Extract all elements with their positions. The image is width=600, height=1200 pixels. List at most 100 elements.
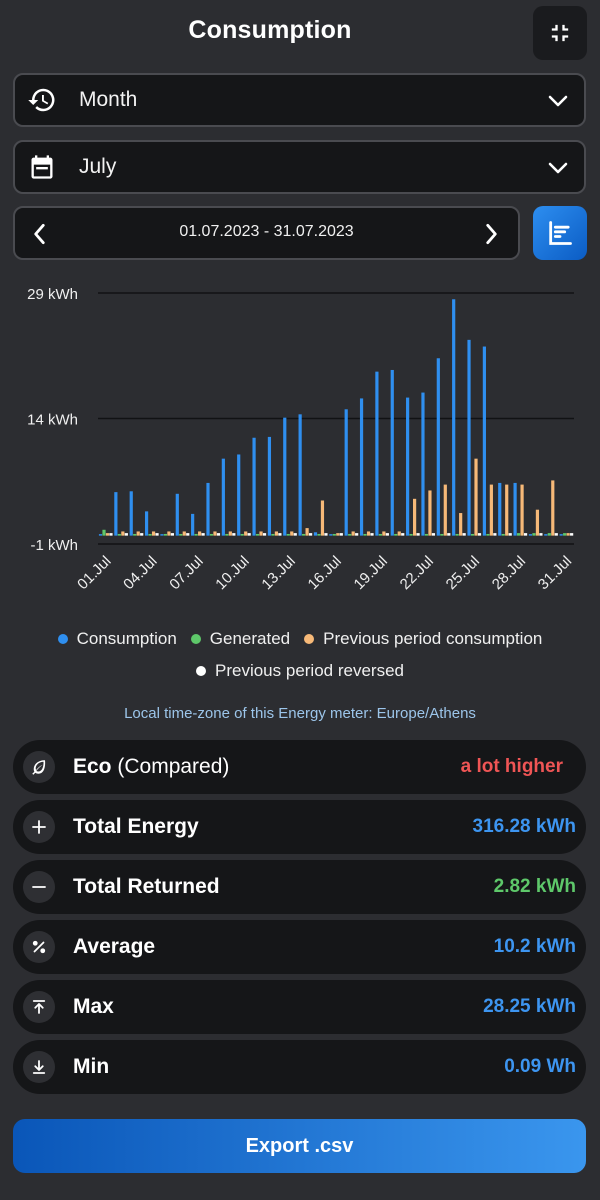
bar-consumption: [206, 482, 210, 536]
legend-item-generated[interactable]: Generated: [190, 629, 290, 649]
legend-item-consumption[interactable]: Consumption: [57, 629, 177, 649]
chevron-right-icon[interactable]: [478, 221, 504, 247]
bar-generated: [209, 533, 214, 536]
bar-previous-period-consumption: [443, 484, 447, 536]
plus-icon: [23, 811, 55, 843]
bar-previous-period-consumption: [412, 498, 417, 536]
bar-generated: [455, 533, 459, 536]
bar-generated: [486, 533, 490, 536]
bar-previous-period-reversed: [416, 533, 420, 536]
bar-previous-period-consumption: [366, 531, 371, 536]
bar-generated: [255, 533, 260, 536]
legend-item-previous-reversed[interactable]: Previous period reversed: [196, 661, 404, 681]
page-title: Consumption: [188, 16, 352, 44]
bar-generated: [225, 533, 229, 536]
period-select[interactable]: Month: [13, 73, 586, 127]
date-range-navigator: 01.07.2023 - 31.07.2023: [13, 206, 520, 260]
export-csv-button[interactable]: Export .csv: [13, 1119, 586, 1173]
bar-generated: [363, 533, 367, 536]
bar-previous-period-reversed: [493, 533, 497, 536]
bar-previous-period-reversed: [293, 533, 297, 536]
legend-label: Consumption: [76, 629, 177, 648]
bar-previous-period-consumption: [320, 500, 325, 536]
stat-label: Max: [73, 995, 114, 1018]
chart-type-button[interactable]: [533, 206, 587, 260]
bar-generated: [117, 533, 121, 536]
bar-consumption: [467, 339, 471, 536]
period-select-value: Month: [79, 88, 138, 111]
bar-consumption: [482, 346, 486, 536]
bar-previous-period-consumption: [151, 531, 156, 536]
legend-dot: [57, 634, 68, 644]
bar-consumption: [559, 534, 563, 536]
bar-previous-period-reversed: [124, 533, 128, 536]
bar-generated: [440, 533, 444, 536]
bar-consumption: [144, 511, 149, 536]
bar-previous-period-reversed: [262, 533, 267, 536]
bar-consumption: [390, 369, 394, 536]
month-select[interactable]: July: [13, 140, 586, 194]
x-tick-label: 28.Jul: [489, 553, 529, 593]
bar-generated: [547, 533, 551, 536]
bar-previous-period-consumption: [259, 531, 263, 536]
bar-generated: [332, 533, 336, 536]
bar-previous-period-reversed: [232, 533, 236, 536]
bar-previous-period-consumption: [228, 531, 232, 536]
bar-previous-period-reversed: [508, 533, 512, 536]
stat-value: 28.25 kWh: [483, 996, 576, 1017]
bar-generated: [302, 533, 306, 536]
bar-consumption: [528, 534, 533, 536]
bar-consumption: [436, 358, 440, 536]
stat-value: 10.2 kWh: [493, 936, 576, 957]
bar-consumption: [114, 492, 118, 536]
stat-label: Total Returned: [73, 875, 220, 898]
bar-previous-period-consumption: [105, 533, 110, 536]
bar-previous-period-reversed: [523, 533, 528, 536]
bar-consumption: [406, 397, 410, 536]
collapse-button[interactable]: [533, 6, 587, 60]
legend-item-previous-consumption[interactable]: Previous period consumption: [304, 629, 542, 649]
legend-label: Previous period reversed: [215, 661, 404, 680]
month-select-value: July: [79, 155, 117, 178]
bar-previous-period-reversed: [385, 533, 389, 536]
bar-consumption: [359, 398, 364, 536]
bar-generated: [378, 533, 382, 536]
stat-total-returned: Total Returned 2.82 kWh: [13, 860, 586, 914]
bar-previous-period-consumption: [489, 484, 493, 536]
bar-previous-period-consumption: [535, 509, 540, 536]
bar-consumption: [513, 482, 517, 536]
date-range-text: 01.07.2023 - 31.07.2023: [179, 223, 354, 240]
y-tick-label: 14 kWh: [27, 412, 78, 429]
bar-previous-period-reversed: [155, 533, 159, 536]
legend-dot: [196, 666, 206, 676]
x-tick-label: 22.Jul: [397, 553, 437, 593]
bar-previous-period-consumption: [520, 484, 524, 536]
bar-consumption: [375, 371, 379, 536]
bar-consumption: [252, 437, 256, 536]
y-tick-label: -1 kWh: [30, 537, 78, 554]
bar-consumption: [452, 299, 456, 536]
bar-generated: [563, 533, 567, 536]
bar-consumption: [421, 392, 425, 536]
chevron-left-icon[interactable]: [27, 221, 53, 247]
bar-previous-period-reversed: [170, 533, 174, 536]
stat-value: 316.28 kWh: [472, 816, 577, 837]
bar-consumption: [498, 482, 502, 536]
x-tick-label: 16.Jul: [305, 553, 345, 593]
stat-total-energy: Total Energy 316.28 kWh: [13, 800, 586, 854]
chevron-down-icon: [548, 95, 568, 107]
bar-generated: [240, 533, 244, 536]
bar-generated: [286, 533, 290, 536]
bar-previous-period-consumption: [505, 484, 509, 536]
collapse-arrows-icon: [551, 24, 569, 42]
bar-previous-period-reversed: [462, 533, 466, 536]
x-tick-label: 31.Jul: [535, 553, 575, 593]
x-tick-label: 04.Jul: [120, 553, 160, 593]
bar-previous-period-consumption: [121, 531, 125, 536]
legend-dot: [304, 634, 315, 644]
bar-previous-period-consumption: [474, 458, 478, 536]
bar-previous-period-consumption: [305, 528, 309, 536]
bar-generated: [348, 533, 352, 536]
bar-consumption: [160, 534, 164, 536]
